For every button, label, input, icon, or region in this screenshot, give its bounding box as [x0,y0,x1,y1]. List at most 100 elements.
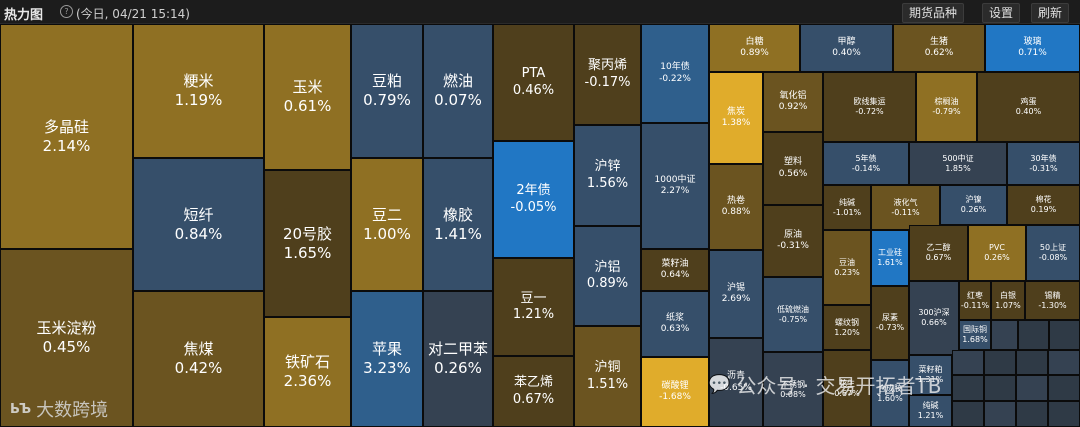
tile-1000中证[interactable]: 1000中证 2.27% [641,123,709,249]
tile-small[interactable] [952,350,984,375]
tile-small[interactable] [991,320,1018,350]
tile-原油[interactable]: 原油 -0.31% [763,205,823,277]
tile-棕榈油[interactable]: 棕榈油 -0.79% [916,72,977,142]
tile-白银[interactable]: 白银 1.07% [991,281,1025,320]
tile-small[interactable] [1016,350,1048,375]
tile-液化气[interactable]: 液化气 -0.11% [871,185,940,230]
tile-name: 沪铜 [594,360,621,376]
tile-PVC[interactable]: PVC 0.26% [968,225,1026,281]
tile-change: 0.19% [1030,205,1057,214]
refresh-button[interactable]: 刷新 [1031,3,1070,23]
settings-button[interactable]: 设置 [982,3,1021,23]
help-icon[interactable]: ? [60,5,73,18]
tile-橡胶[interactable]: 橡胶 1.41% [423,158,493,291]
tile-沪锌[interactable]: 沪锌 1.56% [574,125,641,226]
tile-small[interactable] [984,401,1016,427]
tile-焦炭[interactable]: 焦炭 1.38% [709,72,763,164]
tile-500中证[interactable]: 500中证 1.85% [909,142,1007,185]
tile-change: -0.11% [960,300,990,310]
tile-name: 碳酸锂 [661,380,689,391]
tile-5年债[interactable]: 5年债 -0.14% [823,142,909,185]
tile-尿素[interactable]: 尿素 -0.73% [871,286,909,360]
tile-玻璃[interactable]: 玻璃 0.71% [985,24,1080,72]
tile-纯碱[interactable]: 纯碱 -1.01% [823,185,871,230]
tile-name: 苹果 [371,340,402,359]
tile-沪铜[interactable]: 沪铜 1.51% [574,326,641,427]
tile-change: 1.68% [962,335,988,344]
tile-菜籽粕[interactable]: 菜籽粕 1.31% [909,355,952,395]
tile-工业硅[interactable]: 工业硅 1.61% [871,230,909,286]
tile-name: 氧化铝 [779,90,807,101]
tile-small[interactable] [984,375,1016,401]
tile-玉米[interactable]: 玉米 0.61% [264,24,351,170]
tile-small[interactable] [1018,320,1049,350]
tile-纯碱[interactable]: 纯碱 1.21% [909,395,952,427]
tile-鸡蛋[interactable]: 鸡蛋 0.40% [977,72,1080,142]
tile-菜籽油[interactable]: 菜籽油 0.64% [641,249,709,291]
tile-对二甲苯[interactable]: 对二甲苯 0.26% [423,291,493,427]
tile-碳酸锂[interactable]: 碳酸锂 -1.68% [641,357,709,427]
tile-30年债[interactable]: 30年债 -0.31% [1007,142,1080,185]
tile-棉花[interactable]: 棉花 0.19% [1007,185,1080,225]
tile-沪镍[interactable]: 沪镍 0.26% [940,185,1007,225]
tile-change: 0.08% [780,389,806,399]
tile-small[interactable] [1048,375,1080,401]
tile-change: -0.31% [1029,163,1058,173]
tile-small[interactable] [1049,320,1080,350]
tile-small[interactable] [1048,350,1080,375]
tile-豆二[interactable]: 豆二 1.00% [351,158,423,291]
tile-生猪[interactable]: 生猪 0.62% [893,24,985,72]
tile-change: 0.88% [721,207,751,217]
tile-纸浆[interactable]: 纸浆 0.63% [641,291,709,357]
tile-2年债[interactable]: 2年债 -0.05% [493,141,574,258]
tile-热卷[interactable]: 热卷 0.88% [709,164,763,250]
tile-name: 工业硅 [878,248,902,257]
wechat-icon: 💬 [708,374,731,395]
tile-change: -0.08% [1038,253,1068,262]
tile-small[interactable] [952,401,984,427]
tile-PTA[interactable]: PTA 0.46% [493,24,574,141]
tile-锡精[interactable]: 锡精 -1.30% [1025,281,1080,320]
tile-small[interactable] [1016,401,1048,427]
tile-豆一[interactable]: 豆一 1.21% [493,258,574,356]
tile-花生[interactable]: 花生 0.67% [823,350,871,427]
tile-合成胶[interactable]: 合成胶 1.60% [871,360,909,427]
tile-沪铝[interactable]: 沪铝 0.89% [574,226,641,326]
tile-change: 1.21% [512,307,555,322]
tile-small[interactable] [984,350,1016,375]
tile-沪锡[interactable]: 沪锡 2.69% [709,250,763,338]
tile-螺纹钢[interactable]: 螺纹钢 1.20% [823,305,871,350]
tile-change: 0.89% [740,48,769,58]
tile-苯乙烯[interactable]: 苯乙烯 0.67% [493,356,574,427]
tile-红枣[interactable]: 红枣 -0.11% [959,281,991,320]
tile-多晶硅[interactable]: 多晶硅 2.14% [0,24,133,249]
tile-塑料[interactable]: 塑料 0.56% [763,132,823,205]
tile-small[interactable] [1016,375,1048,401]
tile-铁矿石[interactable]: 铁矿石 2.36% [264,317,351,427]
tile-change: 0.89% [586,276,629,291]
tile-small[interactable] [952,375,984,401]
tile-短纤[interactable]: 短纤 0.84% [133,158,264,291]
tile-豆粕[interactable]: 豆粕 0.79% [351,24,423,158]
tile-焦煤[interactable]: 焦煤 0.42% [133,291,264,427]
tile-20号胶[interactable]: 20号胶 1.65% [264,170,351,317]
futures-variety-button[interactable]: 期货品种 [902,3,965,23]
tile-低硫燃油[interactable]: 低硫燃油 -0.75% [763,277,823,352]
tile-300沪深[interactable]: 300沪深 0.66% [909,281,959,355]
tile-乙二醇[interactable]: 乙二醇 0.67% [909,225,968,281]
tile-玉米淀粉[interactable]: 玉米淀粉 0.45% [0,249,133,427]
tile-苹果[interactable]: 苹果 3.23% [351,291,423,427]
tile-豆油[interactable]: 豆油 0.23% [823,230,871,305]
tile-small[interactable] [1048,401,1080,427]
tile-国际铜[interactable]: 国际铜 1.68% [959,320,991,350]
tile-50上证[interactable]: 50上证 -0.08% [1026,225,1080,281]
tile-粳米[interactable]: 粳米 1.19% [133,24,264,158]
tile-聚丙烯[interactable]: 聚丙烯 -0.17% [574,24,641,125]
tile-欧线集运[interactable]: 欧线集运 -0.72% [823,72,916,142]
tile-沥青[interactable]: 沥青 -0.65% [709,338,763,427]
tile-燃油[interactable]: 燃油 0.07% [423,24,493,158]
tile-白糖[interactable]: 白糖 0.89% [709,24,800,72]
tile-甲醇[interactable]: 甲醇 0.40% [800,24,893,72]
tile-10年债[interactable]: 10年债 -0.22% [641,24,709,123]
tile-氧化铝[interactable]: 氧化铝 0.92% [763,72,823,132]
